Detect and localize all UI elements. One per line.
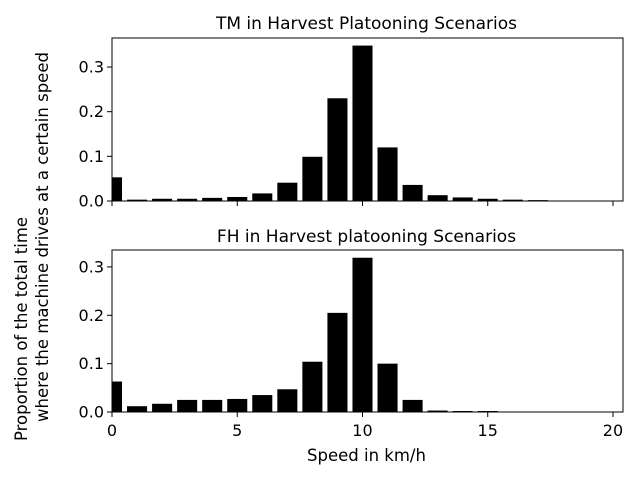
bar-fh-4 — [202, 399, 223, 412]
bar-tm-16 — [502, 199, 523, 201]
bar-tm-12 — [402, 184, 423, 201]
x-tick-label-fh-0: 0 — [107, 421, 117, 440]
y-axis-label-line-1: Proportion of the total time — [12, 217, 31, 441]
y-tick-label-tm-0: 0.0 — [79, 192, 104, 211]
bar-tm-0 — [112, 177, 123, 201]
bar-fh-13 — [427, 410, 448, 412]
subplot-fh: FH in Harvest platooning Scenarios 0.00.… — [79, 227, 624, 440]
x-ticks-tm — [111, 201, 614, 206]
y-ticks-fh: 0.0 0.1 0.2 0.3 — [79, 257, 112, 422]
y-axis-label-line-2: where the machine drives at a certain sp… — [33, 52, 52, 422]
y-ticks-tm: 0.0 0.1 0.2 0.3 — [79, 58, 112, 211]
bar-tm-3 — [177, 198, 198, 201]
bar-fh-7 — [277, 389, 298, 412]
bar-tm-15 — [477, 198, 498, 201]
bar-fh-0 — [112, 381, 123, 412]
bar-fh-2 — [152, 403, 173, 412]
bar-tm-9 — [327, 98, 348, 201]
bars-fh — [112, 257, 523, 412]
bar-tm-13 — [427, 195, 448, 201]
bar-tm-6 — [252, 193, 273, 201]
y-tick-label-fh-1: 0.1 — [79, 354, 104, 373]
y-tick-label-fh-0: 0.0 — [79, 403, 104, 422]
bar-tm-7 — [277, 182, 298, 201]
bar-fh-10 — [352, 257, 373, 412]
bar-tm-14 — [452, 197, 473, 201]
y-tick-label-fh-3: 0.3 — [79, 257, 104, 276]
x-tick-label-fh-1: 5 — [232, 421, 242, 440]
bar-fh-5 — [227, 398, 248, 412]
y-tick-label-tm-3: 0.3 — [79, 58, 104, 77]
y-tick-label-tm-2: 0.2 — [79, 102, 104, 121]
bar-tm-4 — [202, 197, 223, 201]
x-ticks-fh: 0 5 10 15 20 — [107, 412, 623, 440]
bar-fh-9 — [327, 312, 348, 412]
y-tick-label-fh-2: 0.2 — [79, 306, 104, 325]
bar-fh-11 — [377, 363, 398, 412]
x-tick-label-fh-4: 20 — [603, 421, 623, 440]
y-tick-label-tm-1: 0.1 — [79, 147, 104, 166]
axes-frame-tm — [111, 37, 624, 202]
bar-tm-5 — [227, 196, 248, 201]
subplot-tm: TM in Harvest Platooning Scenarios 0.00.… — [79, 14, 624, 211]
bar-tm-10 — [352, 45, 373, 202]
axes-frame-fh — [111, 249, 624, 413]
x-tick-label-fh-3: 15 — [478, 421, 498, 440]
chart-title-fh: FH in Harvest platooning Scenarios — [217, 227, 516, 247]
chart-title-tm: TM in Harvest Platooning Scenarios — [215, 14, 517, 34]
bar-fh-6 — [252, 395, 273, 412]
bar-tm-1 — [127, 199, 148, 201]
bar-tm-2 — [152, 198, 173, 201]
bar-fh-8 — [302, 361, 323, 412]
bar-tm-8 — [302, 156, 323, 201]
x-axis-label: Speed in km/h — [307, 446, 426, 465]
bar-fh-3 — [177, 399, 198, 412]
bar-tm-11 — [377, 147, 398, 201]
bars-tm — [112, 45, 623, 202]
bar-fh-12 — [402, 399, 423, 412]
x-tick-label-fh-2: 10 — [352, 421, 372, 440]
bar-fh-1 — [127, 406, 148, 412]
